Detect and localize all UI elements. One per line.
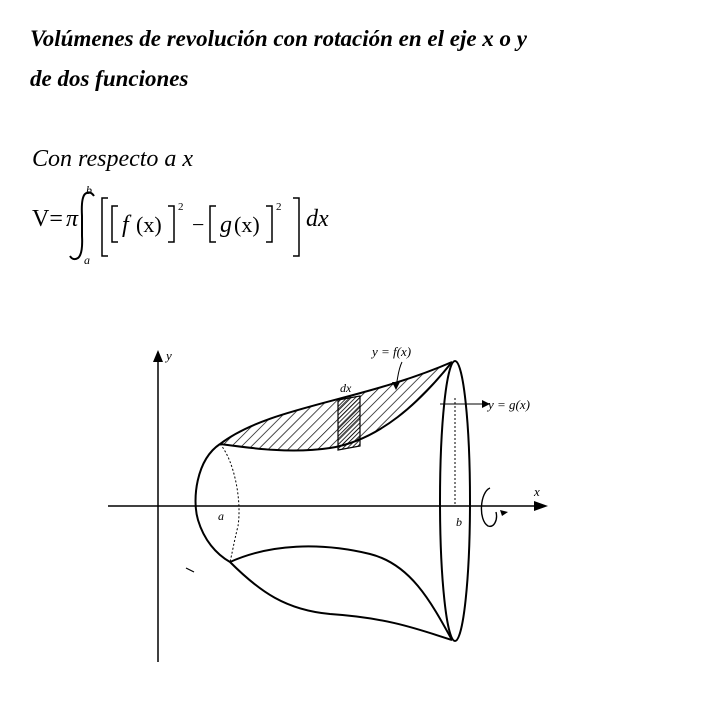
label-b: b (456, 515, 462, 529)
formula-g-arg: (x) (234, 212, 260, 237)
left-end-curve (194, 443, 231, 563)
x-axis-arrow (534, 501, 548, 511)
formula-dx: dx (306, 206, 329, 232)
left-end-dotted (219, 443, 240, 563)
lower-limit: a (84, 253, 90, 266)
label-f-arrowhead (392, 382, 400, 390)
formula-pi: π (66, 206, 79, 232)
heading-line-2: de dos funciones (30, 66, 189, 91)
subheading: Con respecto a x (32, 146, 194, 172)
inner-bracket-f-left (111, 205, 118, 243)
volume-formula: V= π b a f (x) 2 − g (x) 2 dx (32, 186, 329, 266)
inner-bracket-f-right (168, 205, 175, 243)
x-axis-label: x (533, 484, 540, 499)
integral-sign (69, 191, 95, 261)
formula-f-arg: (x) (136, 212, 162, 237)
upper-limit: b (86, 186, 92, 197)
rotation-arrowhead (500, 510, 508, 516)
outer-left-bracket (101, 197, 108, 257)
inner-bracket-g-left (209, 205, 216, 243)
g-exponent: 2 (276, 201, 282, 213)
solid-of-revolution-figure: y x a b dx y = f(x) y = g(x) (108, 344, 548, 662)
formula-lhs: V= (32, 206, 63, 232)
curve-f-lower (229, 561, 453, 641)
label-f: y = f(x) (370, 344, 411, 359)
curve-f (219, 361, 453, 445)
y-axis-arrow (153, 350, 163, 362)
f-exponent: 2 (178, 201, 184, 213)
curve-g (219, 361, 453, 452)
heading-line-1: Volúmenes de revolución con rotación en … (30, 26, 528, 51)
right-end-ellipse (439, 360, 471, 642)
label-dx: dx (340, 381, 352, 395)
inner-bracket-g-right (266, 205, 273, 243)
outer-right-bracket (293, 197, 300, 257)
rotation-arrow (480, 487, 498, 527)
formula-minus: − (192, 212, 204, 237)
formula-f: f (122, 212, 132, 238)
formula-g: g (220, 212, 232, 238)
dx-strip (337, 395, 361, 451)
label-a: a (218, 509, 224, 523)
label-g: y = g(x) (486, 397, 530, 412)
y-axis-label: y (164, 348, 172, 363)
label-g-arrowhead (482, 400, 490, 408)
stray-mark (185, 567, 195, 573)
curve-g-lower (229, 545, 453, 641)
